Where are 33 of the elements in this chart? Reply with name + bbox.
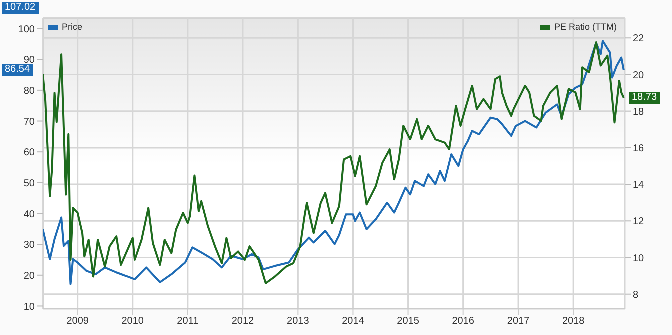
y2-tick-label: 16: [633, 143, 645, 154]
x-tick-label: 2016: [452, 316, 475, 328]
y-tick-label: 30: [24, 240, 36, 252]
y2-tick-label: 20: [633, 70, 645, 82]
y-tick-label: 70: [24, 116, 36, 128]
x-tick-label: 2011: [177, 316, 200, 328]
x-tick-label: 2017: [507, 316, 530, 328]
text: 86.54: [2, 64, 34, 76]
legend-label: PE Ratio (TTM): [554, 22, 617, 32]
text: 18.73: [629, 92, 660, 104]
x-tick-label: 2012: [232, 316, 255, 328]
y-tick-label: 80: [24, 86, 36, 97]
text: 107.02: [2, 2, 39, 14]
x-tick-label: 2009: [66, 316, 90, 328]
y2-tick-label: 10: [633, 253, 645, 264]
x-tick-label: 2013: [287, 316, 310, 328]
y-tick-label: 60: [24, 148, 36, 159]
y-tick-label: 40: [24, 209, 36, 220]
y2-tick-label: 22: [633, 34, 645, 45]
x-tick-label: 2010: [122, 316, 144, 328]
y-tick-label: 10: [24, 302, 36, 313]
y2-tick-label: 12: [633, 216, 645, 228]
x-tick-label: 2018: [562, 316, 586, 328]
y2-tick-label: 8: [633, 290, 639, 301]
legend-label: Price: [62, 22, 83, 32]
y2-tick-label: 14: [633, 180, 645, 192]
y-tick-label: 50: [24, 178, 36, 190]
y-tick-label: 100: [18, 24, 36, 36]
x-tick-label: 2015: [397, 316, 420, 328]
y-tick-label: 20: [24, 270, 36, 282]
y2-tick-label: 18: [633, 106, 645, 118]
y-tick-label: 90: [24, 55, 36, 66]
x-tick-label: 2014: [342, 316, 365, 328]
